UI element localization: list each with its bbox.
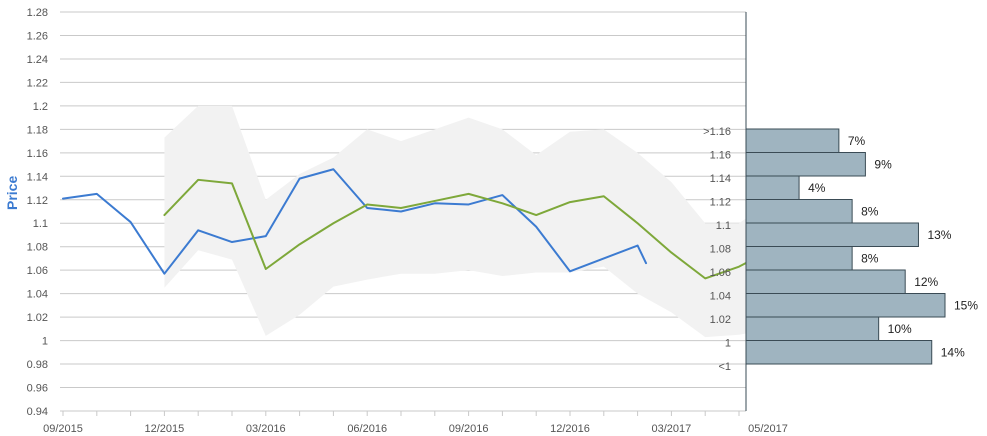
y-tick-label: 1.12 — [27, 195, 48, 207]
bucket-label: 1.12 — [710, 197, 731, 209]
y-tick-label: 1.14 — [27, 171, 48, 183]
distribution-bar — [745, 316, 880, 341]
y-axis-title: Price — [4, 175, 20, 210]
y-tick-label: 1.22 — [27, 77, 48, 89]
x-tick-label: 03/2016 — [246, 423, 286, 435]
distribution-bar — [745, 152, 866, 177]
distribution-percent-label: 15% — [954, 299, 978, 313]
y-tick-label: 0.98 — [27, 359, 48, 371]
y-tick-label: 1.28 — [27, 7, 48, 19]
distribution-percent-label: 12% — [914, 275, 938, 289]
distribution-percent-label: 7% — [848, 134, 866, 148]
actual-price-line — [62, 168, 648, 275]
distribution-percent-label: 8% — [861, 252, 879, 266]
bucket-label: 1 — [725, 338, 731, 350]
bucket-label: 1.06 — [710, 267, 731, 279]
y-tick-label: 1.06 — [27, 265, 48, 277]
bucket-label: 1.02 — [710, 314, 731, 326]
x-tick-label: 03/2017 — [652, 423, 692, 435]
y-tick-label: 1.18 — [27, 124, 48, 136]
distribution-bar — [745, 293, 946, 318]
distribution-bar — [745, 269, 906, 294]
y-tick-label: 1.02 — [27, 312, 48, 324]
distribution-bar — [745, 128, 840, 153]
x-tick-label: 09/2016 — [449, 423, 489, 435]
y-tick-label: 1.04 — [27, 289, 48, 301]
x-tick-label: 12/2016 — [550, 423, 590, 435]
x-tick-label: 12/2015 — [145, 423, 185, 435]
distribution-bar — [745, 340, 933, 365]
distribution-bar — [745, 246, 853, 271]
bucket-label: <1 — [718, 361, 731, 373]
distribution-percent-label: 9% — [874, 158, 892, 172]
y-tick-label: 1.2 — [33, 101, 48, 113]
confidence-band — [164, 105, 773, 338]
distribution-bar — [745, 175, 800, 200]
distribution-percent-label: 13% — [927, 228, 951, 242]
y-tick-label: 1.24 — [27, 54, 48, 66]
distribution-bar — [745, 199, 853, 224]
distribution-bar — [745, 222, 919, 247]
y-tick-label: 1.1 — [33, 218, 48, 230]
bucket-label: 1.1 — [716, 220, 731, 232]
distribution-percent-label: 8% — [861, 205, 879, 219]
x-tick-label: 09/2015 — [43, 423, 83, 435]
bucket-label: 1.16 — [710, 150, 731, 162]
distribution-percent-label: 4% — [808, 181, 826, 195]
y-tick-label: 1.08 — [27, 242, 48, 254]
x-tick-label: 06/2016 — [347, 423, 387, 435]
forecast-price-line — [163, 178, 774, 280]
y-tick-label: 0.96 — [27, 383, 48, 395]
x-tick-label: 05/2017 — [748, 423, 788, 435]
y-tick-label: 0.94 — [27, 406, 48, 418]
distribution-percent-label: 14% — [941, 346, 965, 360]
y-tick-label: 1.26 — [27, 30, 48, 42]
bucket-label: 1.04 — [710, 291, 731, 303]
bucket-label: 1.08 — [710, 244, 731, 256]
distribution-percent-label: 10% — [888, 322, 912, 336]
bucket-label: 1.14 — [710, 173, 731, 185]
bucket-label: >1.16 — [703, 126, 731, 138]
y-tick-label: 1 — [42, 336, 48, 348]
y-tick-label: 1.16 — [27, 148, 48, 160]
